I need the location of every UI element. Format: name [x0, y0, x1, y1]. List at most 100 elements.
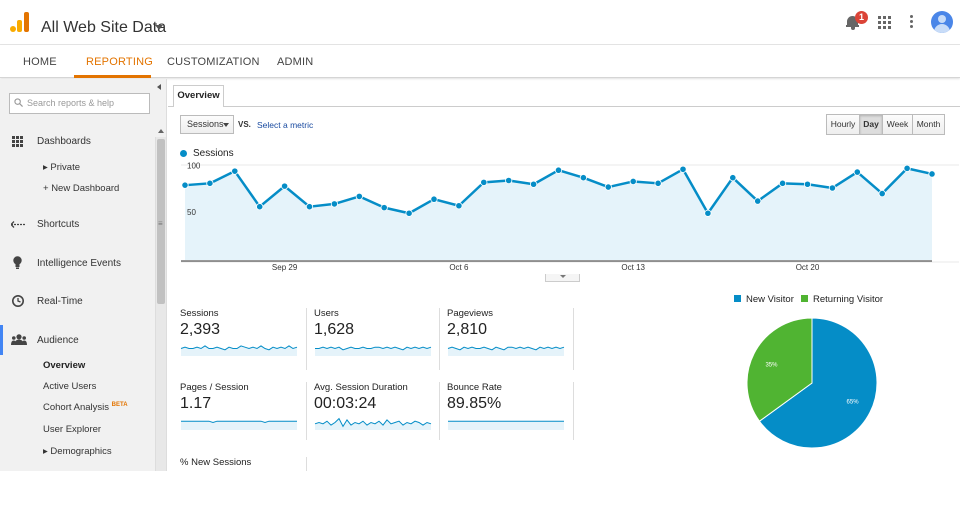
sidebar-item-cohort-analysis[interactable]: Cohort Analysis BETA	[43, 402, 128, 414]
sessions-point[interactable]	[579, 174, 587, 182]
sessions-point[interactable]	[828, 184, 837, 192]
sessions-point[interactable]	[455, 202, 463, 210]
metric-tile-avg-session-duration[interactable]: Avg. Session Duration 00:03:24	[314, 382, 440, 444]
tile-divider	[439, 382, 440, 440]
sessions-point[interactable]	[405, 209, 413, 217]
sessions-point[interactable]	[803, 180, 812, 188]
sessions-point[interactable]	[554, 166, 563, 174]
tab-customization[interactable]: CUSTOMIZATION	[167, 56, 260, 68]
tile-divider	[573, 382, 574, 440]
sessions-point[interactable]	[505, 176, 513, 185]
sessions-point[interactable]	[355, 192, 363, 201]
avatar[interactable]	[931, 11, 953, 33]
chevron-down-icon	[223, 123, 229, 127]
audience-people-icon	[11, 334, 27, 345]
tab-overview[interactable]: Overview	[173, 85, 224, 107]
sidebar-item-active-users[interactable]: Active Users	[43, 381, 97, 392]
sessions-point[interactable]	[903, 164, 911, 172]
sessions-point[interactable]	[231, 167, 239, 175]
collapse-sidebar-icon[interactable]	[157, 84, 161, 90]
sessions-point[interactable]	[704, 209, 712, 217]
week-button[interactable]: Week	[882, 114, 913, 135]
tab-reporting[interactable]: REPORTING	[86, 56, 153, 68]
tab-home[interactable]: HOME	[23, 56, 57, 68]
sessions-point[interactable]	[629, 177, 637, 186]
sessions-point[interactable]	[878, 190, 886, 198]
sparkline-area	[315, 347, 431, 356]
sessions-point[interactable]	[256, 203, 264, 211]
metric-tile-pageviews[interactable]: Pageviews 2,810	[447, 308, 573, 370]
sessions-point[interactable]	[206, 179, 214, 187]
sessions-point[interactable]	[604, 183, 612, 191]
sessions-point[interactable]	[928, 170, 936, 178]
pie-legend-returning: Returning Visitor	[801, 294, 883, 305]
month-button[interactable]: Month	[912, 114, 945, 135]
metric-tile-pages-per-session[interactable]: Pages / Session 1.17	[180, 382, 306, 444]
scroll-up-arrow-icon[interactable]	[158, 129, 164, 133]
tile-divider	[573, 308, 574, 370]
metric-select[interactable]: Sessions	[180, 115, 234, 134]
expand-chart-handle[interactable]	[545, 274, 580, 282]
metric-label: Users	[314, 308, 339, 319]
sidebar-item-intelligence-events[interactable]: Intelligence Events	[37, 258, 121, 269]
sidebar-item-demographics[interactable]: ▸ Demographics	[43, 446, 112, 457]
sessions-point[interactable]	[754, 197, 762, 205]
sparkline-line	[181, 420, 297, 424]
metric-label: Pageviews	[447, 308, 493, 319]
sessions-point[interactable]	[778, 179, 787, 187]
sessions-point[interactable]	[181, 181, 189, 189]
sessions-point[interactable]	[380, 204, 388, 212]
sidebar-item-audience[interactable]: Audience	[37, 335, 79, 346]
sessions-point[interactable]	[305, 203, 314, 211]
metric-tile-users[interactable]: Users 1,628	[314, 308, 440, 370]
analytics-logo-icon[interactable]	[10, 12, 30, 32]
metric-sparkline	[447, 346, 565, 356]
search-input[interactable]: Search reports & help	[9, 93, 150, 114]
apps-grid-icon[interactable]	[878, 16, 891, 29]
sidebar-item-user-explorer[interactable]: User Explorer	[43, 424, 102, 435]
metric-tile-bounce-rate[interactable]: Bounce Rate 89.85%	[447, 382, 573, 444]
metric-tile-new-sessions[interactable]: % New Sessions	[180, 457, 306, 519]
sessions-point[interactable]	[480, 178, 488, 186]
sidebar-scroll-thumb[interactable]	[157, 139, 165, 304]
sessions-point[interactable]	[330, 200, 338, 208]
sessions-line-chart[interactable]: 50 100 Sep 29 Oct 6 Oct 13 Oct 20	[168, 159, 960, 279]
active-section-indicator	[0, 325, 3, 355]
account-title[interactable]: All Web Site Data	[41, 19, 167, 36]
pie-slice[interactable]	[758, 317, 878, 449]
select-metric-link[interactable]: Select a metric	[257, 120, 314, 130]
sidebar-item-shortcuts[interactable]: Shortcuts	[37, 219, 80, 230]
sessions-point[interactable]	[281, 182, 289, 190]
sessions-point[interactable]	[430, 195, 438, 203]
sessions-point[interactable]	[529, 180, 538, 188]
chevron-down-icon[interactable]	[155, 25, 163, 30]
tab-admin[interactable]: ADMIN	[277, 56, 314, 68]
sidebar-item-overview[interactable]: Overview	[43, 360, 86, 371]
more-vert-icon[interactable]	[910, 15, 914, 29]
sparkline-line	[315, 346, 432, 351]
sparkline-area	[448, 347, 564, 356]
sessions-point[interactable]	[654, 179, 662, 187]
notification-badge: 1	[855, 11, 868, 24]
sidebar-item-private[interactable]: ▸ Private	[43, 162, 80, 173]
metric-tile-sessions[interactable]: Sessions 2,393	[180, 308, 306, 370]
metric-label: % New Sessions	[180, 457, 252, 468]
metric-sparkline	[315, 346, 432, 356]
bell-icon[interactable]	[846, 14, 860, 30]
tile-divider	[306, 457, 307, 471]
visitor-pie-chart[interactable]: 65% 35%	[746, 317, 878, 449]
metric-value: 89.85%	[447, 395, 502, 412]
hourly-button[interactable]: Hourly	[826, 114, 860, 135]
pie-slice[interactable]	[746, 317, 813, 422]
sidebar-scrollbar[interactable]	[155, 137, 166, 471]
report-main: Overview Sessions VS. Select a metric Ho…	[168, 79, 960, 471]
sidebar-item-dashboards[interactable]: Dashboards	[37, 136, 91, 147]
sessions-point[interactable]	[679, 165, 687, 173]
sessions-point[interactable]	[853, 168, 861, 176]
sidebar-item-new-dashboard[interactable]: + New Dashboard	[43, 183, 120, 194]
sidebar-item-real-time[interactable]: Real-Time	[37, 296, 83, 307]
metric-label: Pages / Session	[180, 382, 249, 393]
sessions-point[interactable]	[729, 174, 737, 182]
shortcuts-arrow-icon	[11, 221, 26, 228]
day-button[interactable]: Day	[859, 114, 883, 135]
